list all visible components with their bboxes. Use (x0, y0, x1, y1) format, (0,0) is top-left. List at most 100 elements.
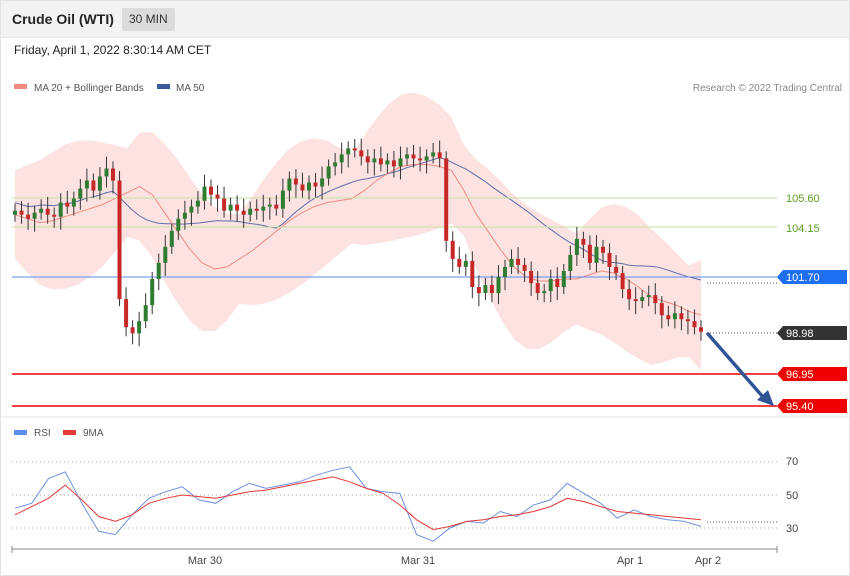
candle-body (84, 180, 89, 189)
candle-body (45, 208, 50, 215)
candle-body (143, 305, 148, 322)
candlestick-series (13, 138, 703, 347)
candle-body (431, 152, 436, 157)
candle-body (463, 260, 468, 267)
bollinger-band (15, 92, 701, 371)
pivot-tag (777, 270, 847, 284)
candle-body (692, 321, 697, 328)
current-price-label: 98.98 (786, 328, 814, 340)
rsi-legend-label: RSI (34, 428, 51, 439)
candle-body (411, 154, 416, 159)
ma9-legend-label: 9MA (83, 428, 104, 439)
research-credit: Research © 2022 Trading Central (693, 83, 842, 94)
candle-body (457, 258, 462, 267)
support-tag-label-95-40: 95.40 (786, 401, 814, 413)
candle-body (476, 287, 481, 294)
candle-body (685, 319, 690, 322)
candle-body (503, 266, 507, 277)
ma50-legend-swatch (157, 84, 170, 89)
candle-body (568, 254, 573, 271)
candle-body (26, 214, 31, 219)
candle-body (378, 158, 383, 165)
candle-body (699, 327, 703, 332)
support-tag-label-96-95: 96.95 (786, 369, 814, 381)
candle-body (124, 299, 129, 328)
candle-body (574, 238, 579, 255)
candle-body (130, 327, 135, 334)
candle-body (111, 168, 115, 181)
candle-body (300, 184, 305, 191)
rsi-tick-50: 50 (786, 490, 798, 502)
candle-body (307, 182, 311, 191)
candle-body (189, 206, 194, 213)
candle-body (372, 158, 377, 163)
candle-body (646, 295, 651, 298)
support-tag-95-40 (777, 399, 847, 413)
candle-body (470, 260, 475, 287)
candle-body (607, 252, 612, 267)
candle-body (640, 297, 645, 302)
candle-body (385, 160, 390, 165)
candle-body (339, 154, 344, 163)
interval-badge[interactable]: 30 MIN (122, 8, 175, 31)
candle-body (666, 315, 671, 320)
ma20-legend-swatch (14, 84, 27, 89)
candle-body (267, 204, 272, 207)
resistance-label-105-60: 105.60 (786, 193, 820, 205)
candle-body (150, 279, 155, 306)
candle-body (516, 258, 521, 265)
candle-body (91, 180, 96, 191)
ma20-line (14, 163, 702, 316)
candle-body (614, 266, 619, 273)
candle-body (633, 299, 638, 302)
candle-body (313, 182, 318, 187)
candle-body (672, 313, 677, 320)
candle-body (653, 295, 658, 304)
candle-body (222, 198, 227, 211)
candle-body (424, 156, 429, 161)
x-tick-mar-31: Mar 31 (401, 555, 435, 567)
candle-body (13, 210, 17, 215)
rsi-line (14, 466, 702, 542)
candle-body (195, 200, 200, 207)
candle-body (489, 285, 494, 293)
candle-body (117, 180, 122, 300)
forecast-arrow-shaft (706, 332, 765, 399)
candle-body (19, 210, 24, 215)
candle-body (163, 246, 168, 263)
candle-body (620, 273, 625, 290)
candle-body (254, 208, 259, 211)
candle-body (496, 277, 501, 294)
candle-body (241, 210, 246, 215)
candle-body (235, 204, 240, 211)
current-price-tag (777, 326, 847, 340)
forecast-arrow-head (757, 390, 774, 406)
candle-body (58, 202, 63, 217)
candle-body (228, 204, 233, 211)
x-tick-apr-2: Apr 2 (695, 555, 721, 567)
candle-body (418, 158, 423, 161)
candle-body (529, 271, 534, 284)
candle-body (326, 166, 331, 179)
candle-body (444, 158, 449, 241)
candle-body (679, 313, 684, 320)
candle-body (261, 206, 266, 211)
candle-body (65, 202, 70, 207)
resistance-label-104-15: 104.15 (786, 223, 820, 235)
candle-body (627, 289, 632, 300)
candle-body (587, 244, 592, 263)
rsi-tick-70: 70 (786, 456, 798, 468)
ma9-legend-swatch (63, 430, 76, 435)
candle-body (352, 148, 357, 151)
candle-body (293, 178, 298, 185)
x-tick-mar-30: Mar 30 (188, 555, 222, 567)
ma50-line (14, 157, 702, 281)
x-tick-apr-1: Apr 1 (617, 555, 643, 567)
candle-body (522, 264, 527, 271)
candle-body (156, 262, 161, 279)
rsi-legend-swatch (14, 430, 27, 435)
candle-body (391, 160, 396, 167)
candle-body (287, 178, 292, 191)
candle-body (78, 188, 83, 199)
